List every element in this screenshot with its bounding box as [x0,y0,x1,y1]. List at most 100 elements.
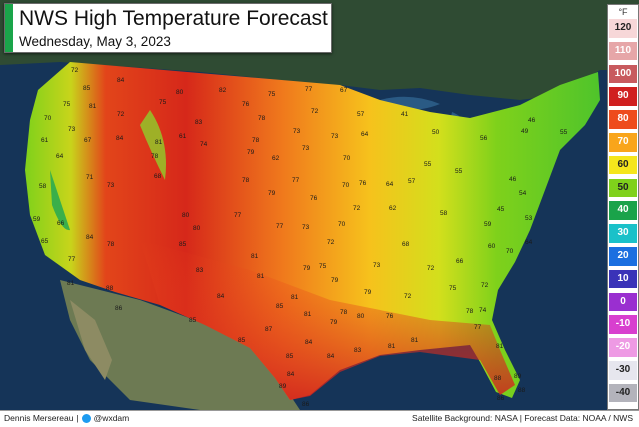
legend-entry: 120 [609,19,637,38]
legend-entry: 70 [609,133,637,152]
temperature-label: 66 [456,258,464,265]
temperature-label: 80 [176,89,184,96]
temperature-label: 64 [525,239,533,246]
temperature-label: 64 [56,153,64,160]
legend-entry: 50 [609,178,637,198]
temperature-label: 85 [189,317,197,324]
temperature-label: 78 [466,308,474,315]
temperature-label: 81 [496,343,504,350]
legend-entry: 60 [609,155,637,175]
temperature-label: 61 [41,137,49,144]
temperature-label: 81 [251,253,259,260]
temperature-label: 83 [196,267,204,274]
temperature-label: 81 [155,139,163,146]
temperature-label: 81 [89,103,97,110]
temperature-label: 76 [310,195,318,202]
temperature-label: 73 [373,262,381,269]
temperature-label: 86 [497,395,505,402]
temperature-label: 72 [71,67,79,74]
temperature-label: 77 [234,212,242,219]
temperature-legend: °F 120 110 100 90 80 70 60 50 40 30 20 10 0 -10 -20 -30… [607,4,639,410]
legend-unit: °F [618,7,628,17]
temperature-label: 77 [474,324,482,331]
temperature-label: 58 [440,210,448,217]
temperature-label: 78 [252,137,260,144]
temperature-label: 77 [305,86,313,93]
page-title: NWS High Temperature Forecast [19,7,328,30]
temperature-label: 56 [480,135,488,142]
temperature-label: 79 [247,149,255,156]
temperature-label: 80 [357,313,365,320]
temperature-label: 85 [179,241,187,248]
temperature-label: 60 [488,243,496,250]
temperature-label: 86 [115,305,123,312]
temperature-label: 84 [86,234,94,241]
legend-entry: 30 [609,224,637,243]
author-name: Dennis Mersereau [4,413,74,423]
temperature-label: 87 [265,326,273,333]
temperature-label: 84 [217,293,225,300]
temperature-label: 81 [388,343,396,350]
footer-credit-author: Dennis Mersereau | @wxdam [4,413,129,423]
temperature-label: 57 [357,111,365,118]
temperature-label: 77 [68,256,76,263]
temperature-label: 46 [528,117,536,124]
temperature-label: 77 [292,177,300,184]
temperature-label: 71 [86,174,94,181]
temperature-label: 85 [238,337,246,344]
temperature-label: 65 [41,238,49,245]
temperature-label: 79 [331,277,339,284]
temperature-label: 75 [449,285,457,292]
temperature-label: 70 [342,182,350,189]
temperature-label: 83 [354,347,362,354]
temperature-label: 67 [340,87,348,94]
temperature-label: 83 [195,119,203,126]
temperature-label: 76 [386,313,394,320]
mexico-land [60,280,300,410]
legend-entry: -10 [609,315,637,334]
temperature-label: 66 [57,220,65,227]
legend-entry: 0 [609,292,637,312]
temperature-label: 85 [83,85,91,92]
temperature-label: 70 [338,221,346,228]
central-valley [50,170,70,231]
temperature-label: 72 [311,108,319,115]
footer-data-credits: Satellite Background: NASA | Forecast Da… [412,413,633,423]
temperature-label: 88 [494,375,502,382]
temperature-label: 82 [219,87,227,94]
temperature-label: 88 [518,387,526,394]
temperature-label: 80 [182,212,190,219]
temperature-label: 86 [302,401,310,408]
temperature-label: 78 [242,177,250,184]
forecast-date: Wednesday, May 3, 2023 [19,34,171,49]
temperature-label: 61 [179,133,187,140]
south-heat-overlay [140,240,515,400]
temperature-label: 58 [39,183,47,190]
temperature-label: 67 [84,137,92,144]
temperature-label: 84 [116,135,124,142]
legend-entry: -20 [609,338,637,357]
temperature-label: 72 [404,293,412,300]
legend-entry: -40 [609,383,637,403]
legend-entry: 80 [609,110,637,129]
temperature-label: 84 [327,353,335,360]
temperature-label: 84 [117,77,125,84]
temperature-label: 78 [258,115,266,122]
temperature-label: 75 [159,99,167,106]
title-box: NWS High Temperature Forecast Wednesday,… [4,3,332,53]
temperature-label: 88 [106,285,114,292]
temperature-label: 59 [33,216,41,223]
temperature-label: 77 [276,223,284,230]
temperature-label: 59 [484,221,492,228]
temperature-label: 74 [479,307,487,314]
us-land [25,62,600,400]
legend-entry: 100 [609,64,637,84]
temperature-label: 62 [389,205,397,212]
temperature-label: 79 [268,190,276,197]
temperature-label: 72 [481,282,489,289]
temperature-label: 70 [343,155,351,162]
legend-entry: 110 [609,41,637,61]
temperature-label: 50 [432,129,440,136]
temperature-label: 70 [506,248,514,255]
temperature-label: 41 [401,111,409,118]
